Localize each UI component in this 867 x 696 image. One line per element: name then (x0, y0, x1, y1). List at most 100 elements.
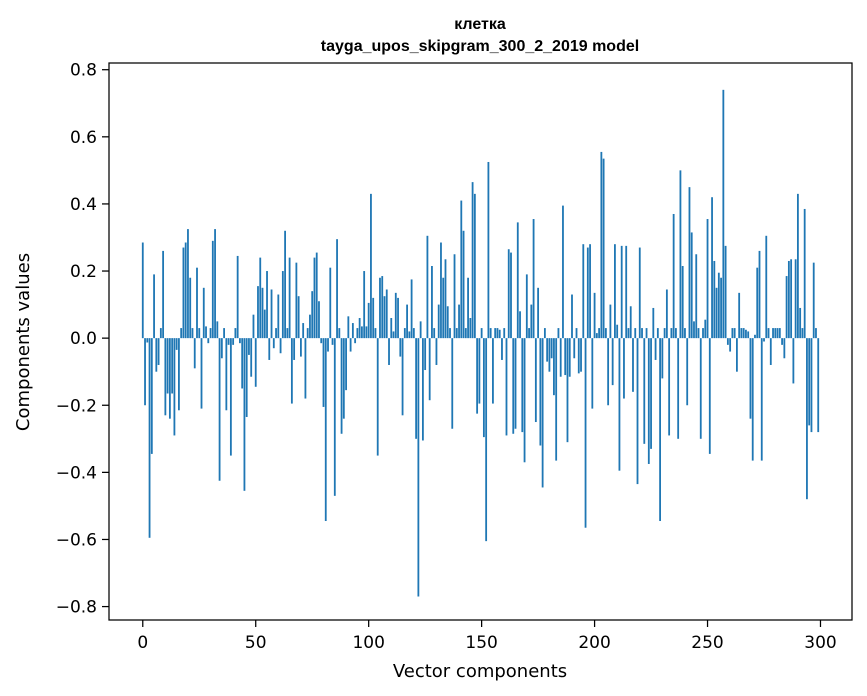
bar-199 (591, 338, 594, 409)
bar-259 (726, 338, 729, 345)
bar-245 (695, 254, 698, 339)
bar-179 (546, 338, 549, 362)
bar-20 (187, 229, 189, 339)
bar-107 (383, 296, 386, 339)
bar-213 (623, 338, 625, 399)
bar-26 (200, 338, 203, 409)
bar-43 (239, 338, 241, 344)
bar-206 (607, 338, 610, 406)
bar-279 (772, 328, 774, 339)
bar-23 (193, 338, 196, 369)
bar-253 (713, 260, 716, 339)
bar-100 (367, 302, 370, 339)
bar-295 (808, 338, 811, 426)
bar-262 (733, 328, 736, 339)
bar-50 (254, 338, 257, 387)
bar-24 (196, 267, 198, 339)
bar-102 (372, 297, 375, 339)
bar-88 (340, 338, 343, 434)
bar-138 (453, 254, 456, 339)
bar-68 (295, 262, 298, 339)
bars-group (141, 89, 820, 597)
bar-212 (620, 245, 623, 339)
bar-291 (799, 307, 802, 339)
bar-142 (462, 230, 465, 339)
bar-286 (787, 260, 790, 339)
bar-247 (699, 338, 702, 439)
bar-183 (555, 338, 558, 461)
bar-11 (166, 338, 169, 394)
bar-177 (541, 338, 544, 488)
bar-111 (392, 331, 395, 339)
bar-52 (259, 257, 262, 339)
bar-271 (754, 334, 756, 339)
bar-106 (381, 276, 384, 339)
bar-118 (408, 331, 411, 339)
bar-145 (469, 318, 472, 339)
bar-225 (650, 338, 652, 449)
bar-47 (248, 338, 250, 355)
bar-263 (736, 338, 738, 372)
bar-141 (460, 200, 463, 339)
bar-54 (263, 309, 266, 339)
bar-108 (385, 289, 388, 339)
bar-78 (318, 301, 320, 339)
bar-297 (812, 262, 815, 339)
bar-3 (148, 338, 151, 538)
bar-209 (614, 244, 616, 339)
x-tick-label: 50 (245, 633, 267, 653)
bar-80 (322, 338, 325, 407)
bar-73 (306, 328, 309, 339)
bar-95 (356, 328, 359, 339)
bar-171 (528, 328, 530, 339)
bar-93 (351, 323, 354, 339)
bar-87 (338, 328, 341, 339)
bar-94 (354, 338, 357, 344)
y-axis-ticks: −0.8 −0.6 −0.4 −0.2 0.0 0.2 0.4 0.6 0.8 (56, 61, 109, 618)
bar-39 (229, 338, 232, 456)
bar-101 (370, 193, 372, 339)
bar-281 (776, 328, 779, 339)
bar-298 (815, 328, 817, 339)
bar-58 (272, 338, 275, 349)
bar-7 (157, 338, 160, 365)
bar-283 (781, 338, 783, 345)
bar-98 (363, 271, 366, 339)
bar-121 (415, 338, 418, 439)
bar-260 (729, 338, 732, 352)
bar-216 (629, 306, 632, 339)
bar-67 (293, 338, 296, 360)
bar-223 (645, 328, 648, 339)
bar-194 (580, 338, 582, 372)
bar-237 (677, 338, 680, 439)
x-tick-label: 300 (804, 633, 836, 653)
bar-19 (184, 242, 187, 339)
bar-114 (399, 338, 402, 357)
bar-251 (708, 338, 711, 454)
x-tick-label: 200 (578, 633, 610, 653)
bar-18 (182, 247, 185, 339)
bar-217 (632, 338, 634, 392)
x-tick-label: 0 (137, 633, 148, 653)
bar-33 (216, 321, 219, 339)
bar-254 (715, 287, 718, 339)
bar-96 (358, 318, 361, 339)
bar-270 (751, 338, 754, 461)
bar-296 (810, 338, 813, 433)
bar-252 (711, 197, 713, 339)
bar-168 (521, 338, 524, 433)
bar-207 (609, 304, 612, 339)
bar-151 (482, 338, 485, 438)
bar-193 (577, 338, 580, 374)
bar-146 (471, 182, 474, 339)
bar-173 (532, 219, 535, 339)
bar-234 (670, 328, 673, 339)
bar-164 (512, 338, 515, 434)
bar-128 (431, 266, 433, 339)
bar-91 (347, 316, 350, 339)
bar-66 (290, 338, 293, 404)
bar-276 (765, 235, 768, 339)
bar-293 (803, 208, 806, 339)
bar-190 (571, 294, 573, 339)
bar-83 (329, 267, 332, 339)
